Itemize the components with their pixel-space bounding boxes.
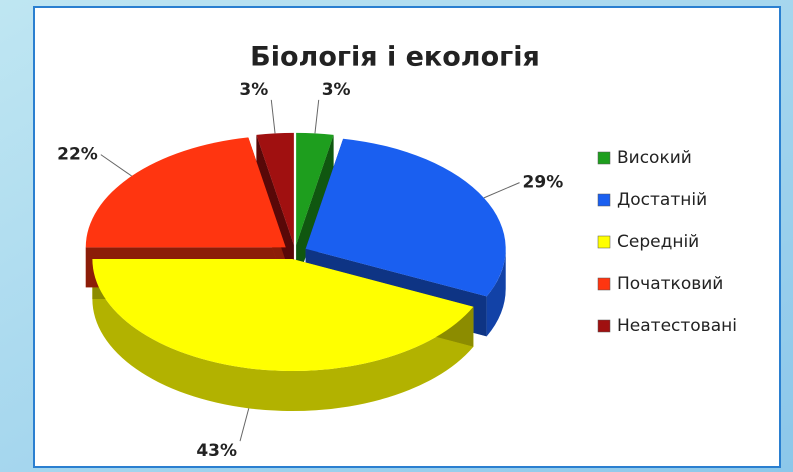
legend-label: Неатестовані bbox=[617, 316, 737, 336]
leader-line bbox=[100, 154, 132, 177]
leader-line bbox=[314, 99, 320, 134]
slice bbox=[85, 137, 286, 248]
leader-line bbox=[239, 408, 250, 442]
slice-side bbox=[92, 259, 474, 412]
data-label: 22% bbox=[57, 145, 98, 165]
leader-line bbox=[483, 182, 520, 199]
legend-label: Початковий bbox=[617, 274, 723, 294]
legend-label: Високий bbox=[617, 148, 692, 168]
leader-line bbox=[270, 99, 276, 134]
chart-title: Біологія і екологія bbox=[250, 42, 540, 73]
data-label: 43% bbox=[196, 441, 237, 461]
slice-shade bbox=[92, 259, 474, 412]
legend-swatch bbox=[597, 193, 611, 207]
legend-swatch bbox=[597, 151, 611, 165]
data-label: 3% bbox=[239, 80, 268, 100]
slice-shade bbox=[486, 248, 506, 337]
slice bbox=[296, 132, 334, 245]
data-label: 29% bbox=[523, 173, 564, 193]
legend-swatch bbox=[597, 235, 611, 249]
legend-swatch bbox=[597, 319, 611, 333]
slice-cut bbox=[296, 134, 334, 285]
slice bbox=[305, 138, 506, 297]
data-label: 3% bbox=[322, 80, 351, 100]
slice bbox=[92, 259, 474, 372]
slice-side bbox=[486, 248, 506, 337]
legend-swatch bbox=[597, 277, 611, 291]
legend-label: Достатній bbox=[617, 190, 707, 210]
slice-shade bbox=[296, 134, 334, 285]
slice bbox=[256, 132, 294, 245]
legend-label: Середній bbox=[617, 232, 699, 252]
